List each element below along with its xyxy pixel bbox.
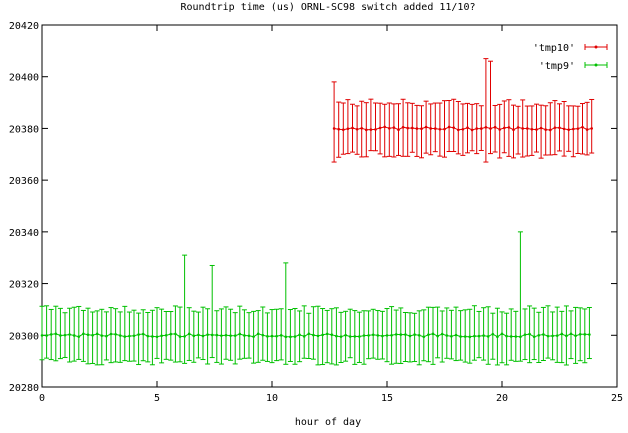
series-line	[41, 333, 590, 338]
axes: 0 5 10 15 20 25 20280 20300 20320 20340 20360 20380…	[9, 21, 623, 404]
series-line	[334, 126, 592, 131]
chart-title: Roundtrip time (us) ORNL-SC98 switch add…	[180, 2, 475, 13]
x-tick-label: 25	[611, 393, 623, 404]
series-1	[331, 58, 595, 163]
x-tick-label: 10	[266, 393, 278, 404]
legend-marker	[594, 63, 598, 67]
x-tick-label: 20	[496, 393, 508, 404]
plot-frame	[41, 24, 618, 388]
series-2	[39, 231, 592, 366]
y-tick-label: 20360	[9, 176, 39, 187]
y-tick-label: 20320	[9, 280, 39, 291]
legend-label: 'tmp10'	[533, 43, 575, 54]
legend: 'tmp10' 'tmp9'	[533, 43, 608, 72]
legend-label: 'tmp9'	[539, 61, 575, 72]
plot-area	[41, 24, 618, 388]
legend-marker	[594, 45, 598, 49]
y-tick-label: 20420	[9, 21, 39, 32]
y-tick-label: 20380	[9, 124, 39, 135]
y-tick-label: 20300	[9, 331, 39, 342]
y-tick-label: 20340	[9, 228, 39, 239]
x-tick-label: 5	[154, 393, 160, 404]
y-tick-label: 20400	[9, 73, 39, 84]
data-point	[588, 333, 591, 336]
y-tick-label: 20280	[9, 383, 39, 394]
x-tick-label: 15	[381, 393, 393, 404]
data-point	[332, 127, 336, 130]
x-tick-label: 0	[39, 393, 45, 404]
series-layer	[39, 58, 595, 366]
x-axis-label: hour of day	[295, 417, 361, 428]
